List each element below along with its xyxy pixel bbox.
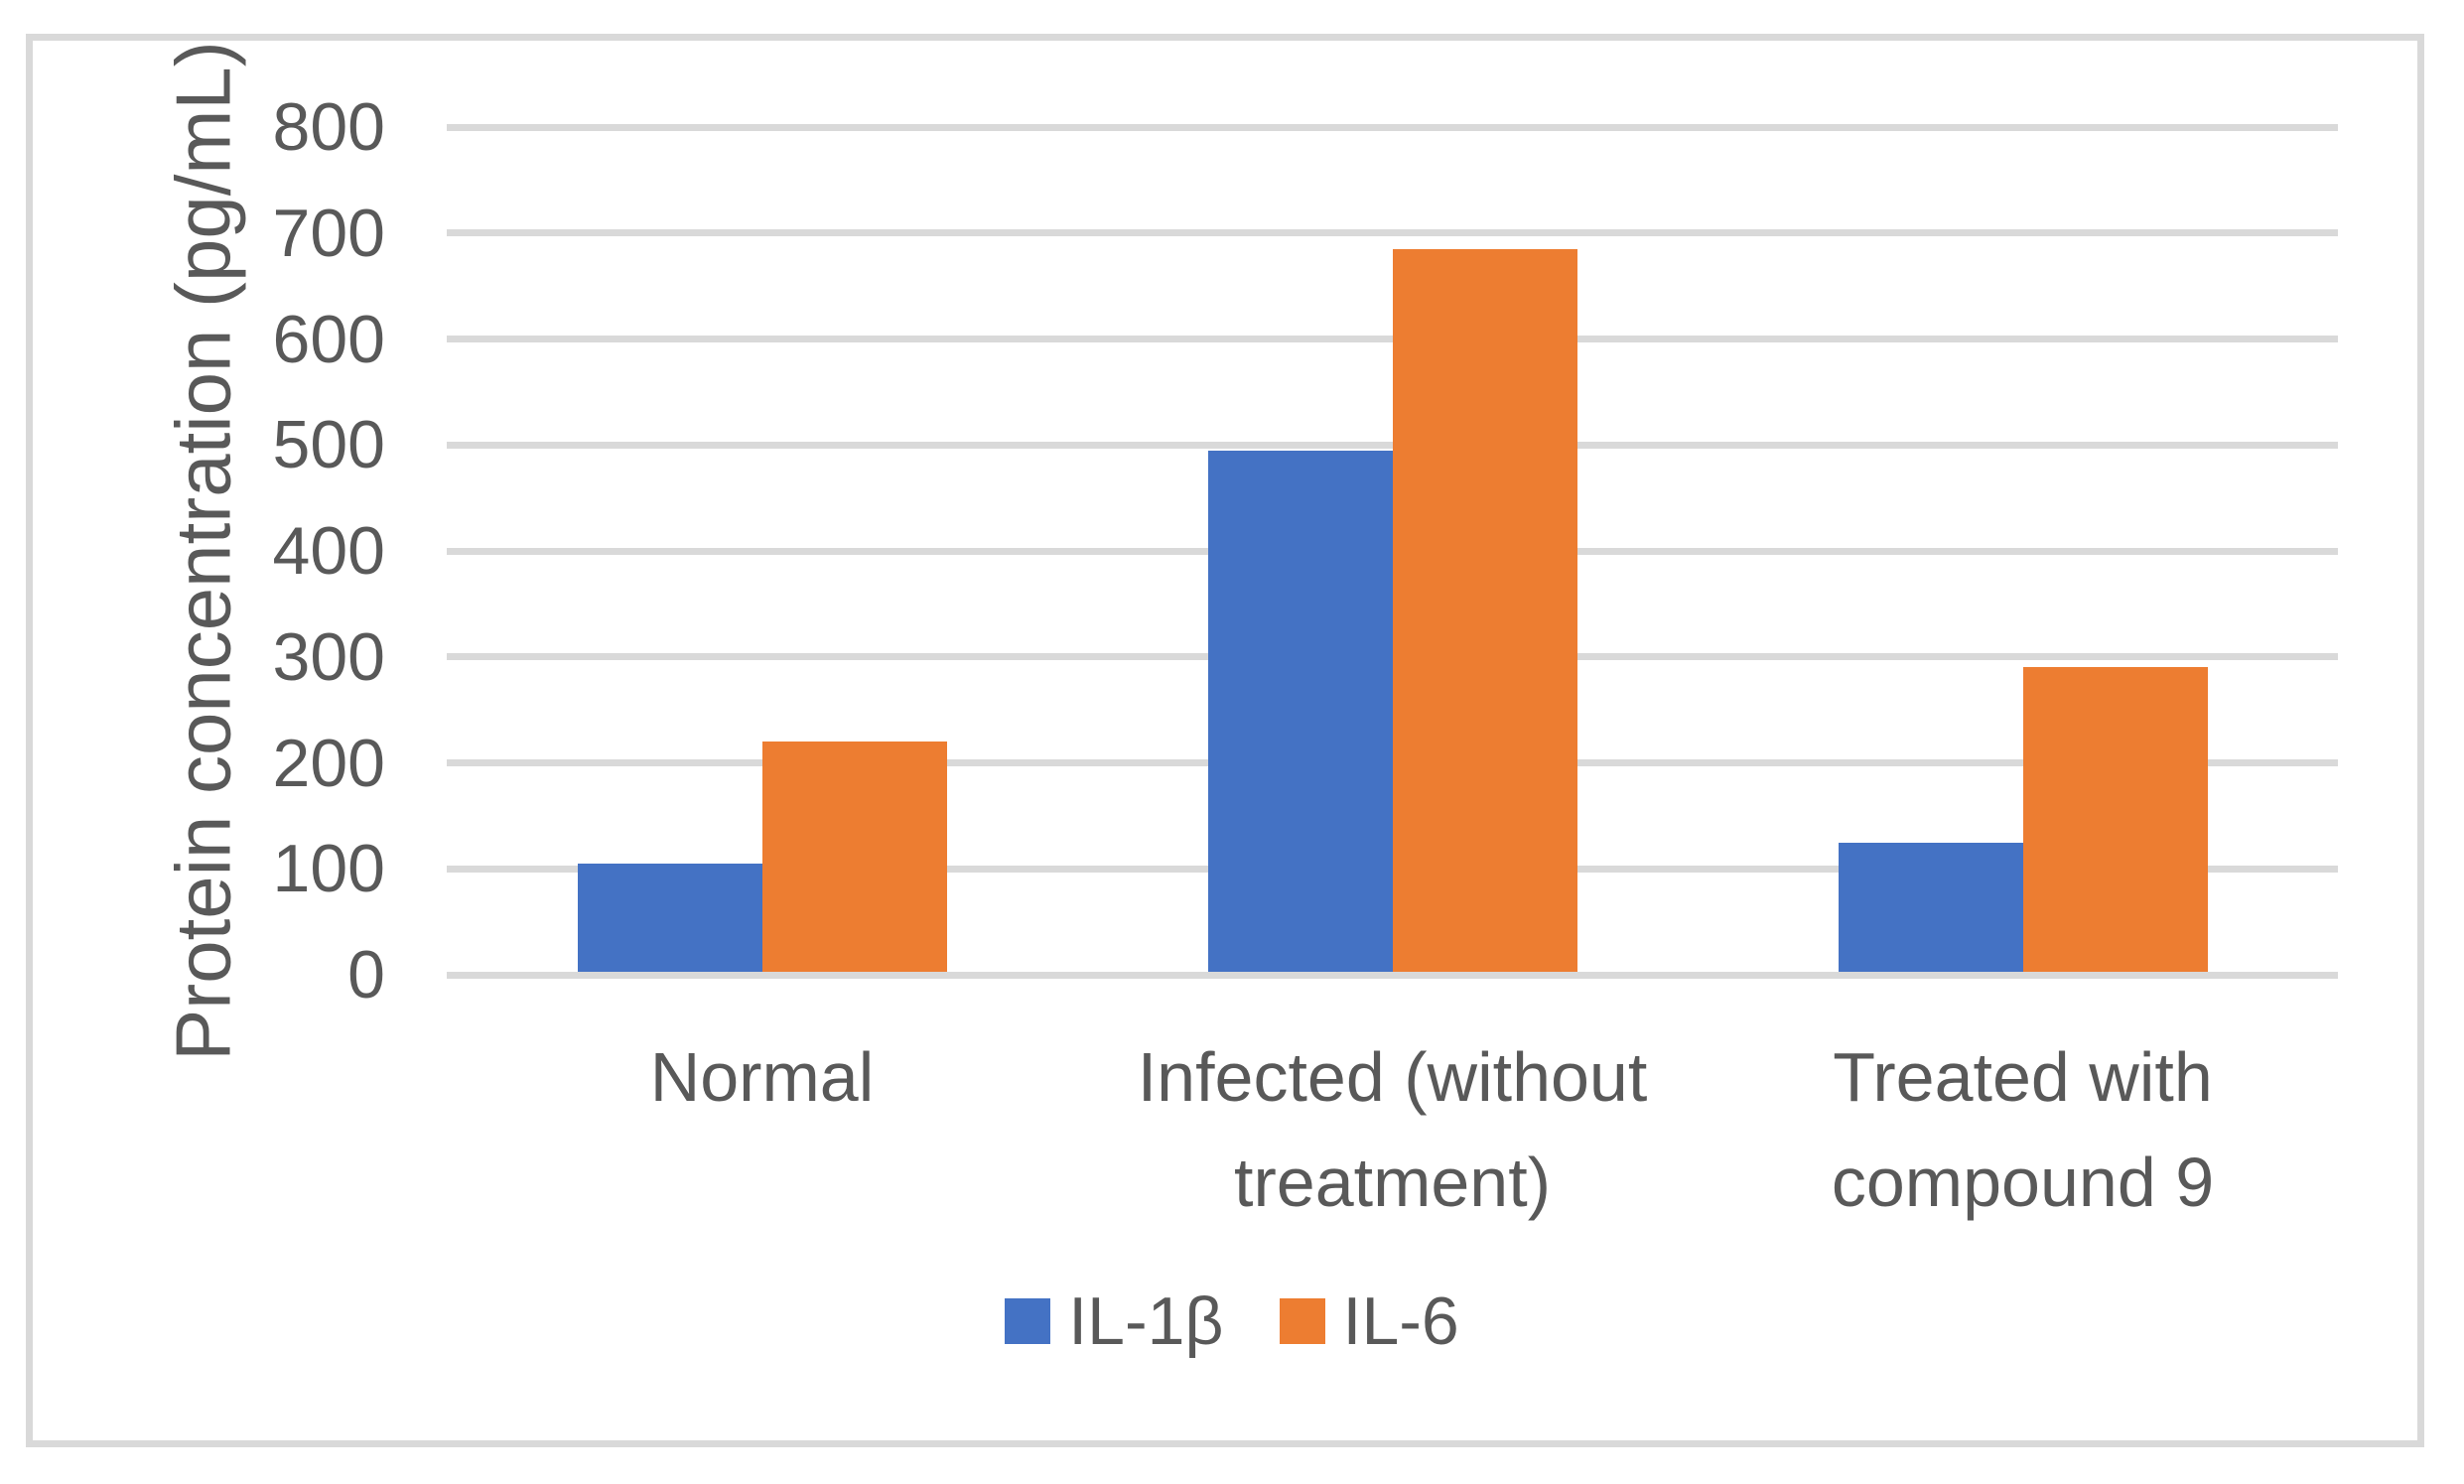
category-label: Infected (without treatment) [1137, 1038, 1648, 1221]
category-label: Treated with compound 9 [1831, 1038, 2215, 1221]
bar-IL-6-Treated with compound 9 [2022, 667, 2208, 972]
y-tick-label: 700 [272, 195, 385, 271]
bar-IL-6-Normal [761, 742, 947, 972]
legend-label: IL-6 [1342, 1283, 1459, 1359]
y-tick-label: 600 [272, 301, 385, 377]
y-axis-title: Protein concentration (pg/mL) [159, 41, 247, 1061]
bar-IL-1β-Treated with compound 9 [1838, 842, 2023, 972]
legend: IL-1β IL-6 [0, 1286, 2464, 1356]
legend-swatch-icon [1279, 1298, 1325, 1344]
y-tick-label: 0 [347, 937, 385, 1012]
legend-item-IL-1β: IL-1β [1005, 1283, 1224, 1359]
bar-IL-1β-Normal [577, 863, 762, 972]
category-label: Normal [649, 1038, 875, 1116]
y-tick-label: 100 [272, 831, 385, 907]
legend-label: IL-1β [1068, 1283, 1224, 1359]
bar-IL-1β-Infected (without treatment) [1207, 450, 1393, 972]
gridline [447, 123, 2338, 131]
bar-IL-6-Infected (without treatment) [1392, 248, 1577, 972]
y-tick-label: 300 [272, 618, 385, 695]
legend-item-IL-6: IL-6 [1279, 1283, 1459, 1359]
gridline [447, 229, 2338, 237]
y-tick-label: 400 [272, 513, 385, 589]
y-tick-label: 200 [272, 725, 385, 801]
gridline [447, 971, 2338, 979]
y-tick-label: 500 [272, 407, 385, 483]
y-tick-label: 800 [272, 89, 385, 165]
legend-swatch-icon [1005, 1298, 1051, 1344]
